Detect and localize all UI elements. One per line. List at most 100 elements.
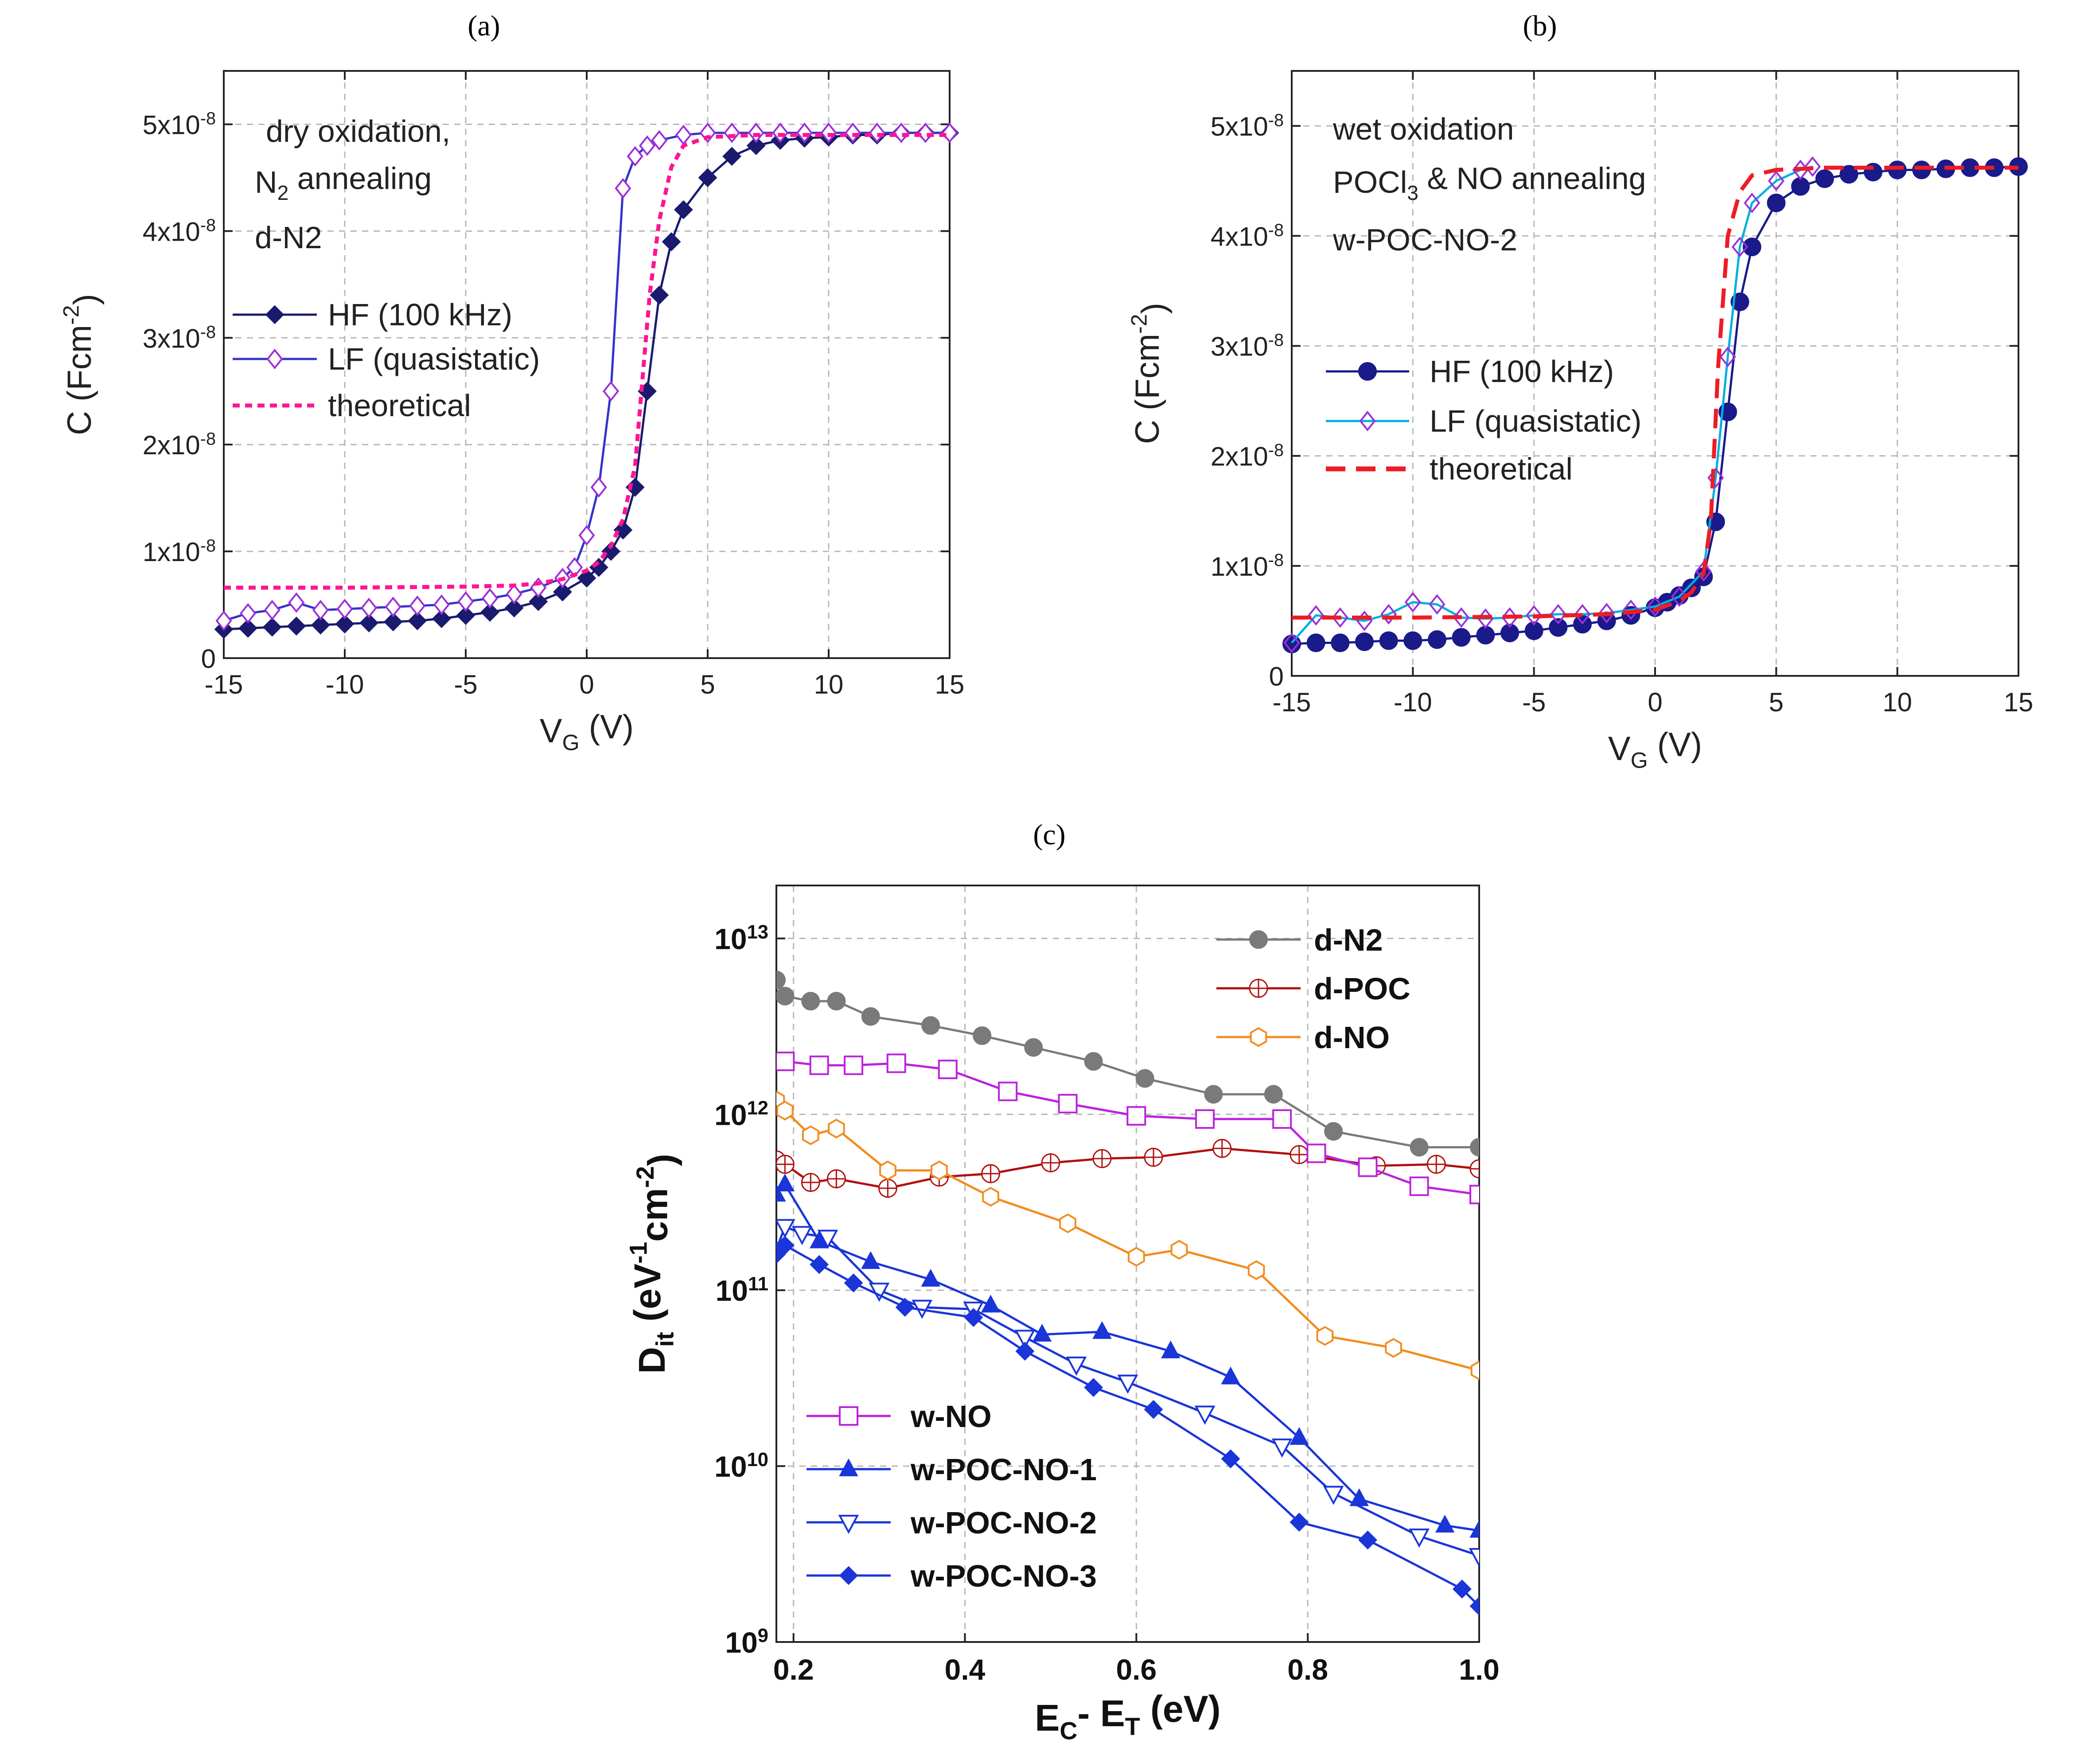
data-point (408, 611, 427, 631)
data-point (1290, 1145, 1309, 1164)
data-point (1598, 603, 1615, 624)
data-point (1912, 160, 1931, 179)
y-tick-label-part: 1x10 (143, 537, 200, 567)
data-point (1524, 621, 1543, 640)
data-point (921, 1269, 940, 1287)
y-tick-label-part: -8 (1268, 220, 1284, 240)
data-point-cross (802, 1174, 820, 1192)
x-axis-title-part: G (562, 730, 580, 755)
data-point (553, 582, 572, 602)
x-tick-label: -10 (1394, 687, 1432, 717)
x-tick-label: 15 (2004, 687, 2034, 717)
data-point (613, 520, 633, 540)
data-point (895, 1298, 915, 1317)
y-tick-label-part: 9 (758, 1625, 768, 1646)
annotation-line3: d-N2 (255, 220, 322, 255)
legend-entry: LF (quasistatic) (1326, 404, 1641, 438)
data-point (1768, 170, 1784, 191)
data-point (432, 609, 451, 628)
y-tick-label-part: 3x10 (1211, 332, 1268, 361)
series-line (1291, 165, 1813, 644)
legend-marker (839, 1566, 858, 1585)
data-point (1170, 1240, 1188, 1260)
y-tick-label-part: 10 (747, 1449, 768, 1470)
data-point (1092, 1321, 1112, 1339)
data-point (262, 617, 282, 637)
y-axis-title: C (Fcm-2) (58, 294, 105, 435)
data-point (1015, 1342, 1035, 1361)
legend-entry: w-POC-NO-1 (806, 1452, 1097, 1487)
y-axis-title-part: it (651, 1332, 678, 1347)
data-point (1290, 1513, 1309, 1532)
data-point (801, 1173, 820, 1192)
data-point (724, 122, 740, 143)
y-tick-label-part: 10 (714, 1098, 747, 1131)
panel-b-label: (b) (1523, 10, 1557, 42)
y-axis-title-part: D (631, 1347, 673, 1374)
data-point (1059, 1213, 1076, 1233)
legend-label: theoretical (1430, 452, 1573, 486)
x-tick-label: 15 (935, 670, 965, 699)
legend-label: theoretical (328, 388, 471, 423)
series-lf-quasistatic- (1283, 156, 1821, 653)
x-axis-title: EC- ET (eV) (1035, 1688, 1220, 1744)
data-point (409, 595, 426, 616)
y-tick-label-part: 10 (725, 1626, 757, 1659)
panel-b: -15 -10 -5 0 5 10 1501x10-82x10-83x10-84x10-85… (1126, 70, 2034, 773)
data-point-cross (982, 1165, 1000, 1183)
data-point (1092, 1149, 1112, 1168)
x-tick-label: 10 (814, 670, 844, 699)
series-d-poc (776, 1139, 1479, 1198)
data-point (1358, 1157, 1378, 1177)
series-line (223, 132, 950, 631)
data-point (1271, 1438, 1293, 1458)
data-point (1126, 1106, 1146, 1126)
data-point (981, 1295, 1001, 1313)
y-tick-label: 5x10-8 (1211, 110, 1284, 141)
data-point (1117, 1374, 1138, 1394)
legend-marker (839, 1406, 858, 1426)
annotation-line2-part: POCl (1333, 165, 1407, 199)
legend-label: w-POC-NO-3 (910, 1559, 1097, 1593)
data-point (1404, 592, 1421, 612)
data-point (1161, 1340, 1181, 1358)
y-tick-label-part: 12 (747, 1097, 768, 1119)
y-tick-label-part: 0 (201, 644, 216, 674)
legend-label: HF (100 kHz) (1430, 354, 1614, 389)
data-point (1695, 561, 1712, 582)
data-point (1428, 630, 1446, 649)
y-tick-label-part: 10 (716, 1274, 748, 1307)
data-point (1264, 1085, 1283, 1104)
annotation-line1: dry oxidation, (266, 114, 450, 148)
annotation-line2-part: & NO annealing (1418, 161, 1646, 196)
x-tick-label: 0.8 (1287, 1653, 1328, 1686)
data-point (1815, 169, 1834, 188)
data-point (964, 1308, 983, 1327)
y-tick-label: 1012 (714, 1097, 768, 1131)
legend-marker (1249, 930, 1268, 949)
legend-entry: w-NO (806, 1399, 992, 1434)
annotation-line1-part: wet oxidation (1332, 112, 1514, 146)
panel-a: -15 -10 -5 0 5 10 1501x10-82x10-83x10-84x10-85… (58, 70, 965, 755)
panel-a-label: (a) (468, 10, 500, 42)
data-point (1470, 1360, 1479, 1381)
y-tick-label: 1010 (714, 1449, 768, 1483)
data-point (845, 122, 861, 143)
x-tick-label: 10 (1882, 687, 1912, 717)
data-point (1058, 1094, 1078, 1114)
data-point (776, 1154, 795, 1174)
data-point (1469, 1159, 1479, 1178)
data-point (1212, 1139, 1232, 1158)
data-point (746, 136, 766, 156)
data-point (1501, 607, 1518, 628)
data-point (650, 285, 669, 305)
data-point (869, 1283, 890, 1302)
y-axis-title-part: -2 (631, 1166, 659, 1188)
data-point (238, 619, 258, 638)
data-point (1066, 1357, 1087, 1376)
data-point (1247, 1260, 1265, 1280)
data-point (335, 614, 355, 634)
y-tick-label-part: 3x10 (143, 324, 200, 353)
y-tick-label: 1x10-8 (143, 536, 216, 567)
y-tick-label-part: -8 (200, 216, 216, 235)
